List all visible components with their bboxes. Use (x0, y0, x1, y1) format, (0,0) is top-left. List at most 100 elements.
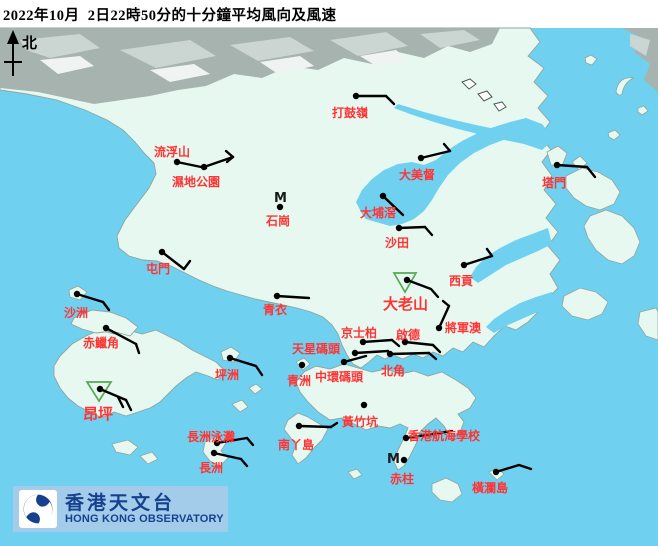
station-label: 大老山 (383, 295, 428, 313)
station-dot (417, 154, 425, 162)
hko-logo (19, 490, 57, 528)
station-label: 西貢 (449, 274, 473, 288)
station-tai-mei-tuk: 大美督 (399, 142, 452, 182)
station-dot (298, 361, 306, 369)
wind-barb (202, 155, 235, 169)
mirs-bay-islet (637, 105, 649, 116)
station-label: 青衣 (263, 302, 287, 317)
clearwater-bay-island (561, 287, 609, 321)
station-dot (386, 350, 394, 358)
station-waglan-island: 橫瀾島 (472, 463, 533, 495)
wind-barb (124, 398, 133, 412)
urban-texture (120, 40, 216, 68)
station-label: 黃竹坑 (341, 414, 378, 429)
hko-emblem-icon (23, 494, 53, 525)
wind-barb (390, 338, 401, 348)
wind-barb (419, 149, 452, 160)
station-label: 塔門 (542, 175, 566, 190)
station-kings-park: 京士柏 (341, 325, 401, 348)
wind-barb (75, 292, 105, 304)
station-dot (213, 439, 221, 447)
station-dot (226, 354, 234, 362)
wind-barb (98, 387, 128, 402)
station-sha-tin: 沙田 (385, 224, 434, 250)
wind-barb (388, 351, 431, 356)
wind-barb (228, 356, 264, 377)
station-dot (360, 401, 368, 409)
wind-barb (215, 436, 249, 445)
wind-barb (404, 429, 454, 440)
wind-barb (462, 254, 494, 267)
wind-barb (239, 457, 249, 468)
wind-barb (342, 354, 368, 364)
station-label: 天星碼頭 (292, 341, 341, 356)
station-cheung-chau-beach: 長洲泳灘 (187, 429, 255, 447)
tap-mun-island (546, 145, 568, 167)
station-stanley: M 赤柱 (387, 452, 414, 486)
m-marker: M (387, 452, 400, 467)
wind-barb (397, 225, 427, 230)
wind-barb (555, 163, 597, 179)
station-tates-cairn: 大老山 (383, 272, 440, 313)
urban-texture (330, 32, 408, 56)
po-toi-island (431, 477, 463, 503)
station-label: 屯門 (146, 261, 170, 276)
deep-bay-water (0, 94, 148, 258)
hko-name-english: HONG KONG OBSERVATORY (65, 512, 224, 525)
station-ta-kwu-ling: 打鼓嶺 (332, 92, 396, 120)
wind-barb (431, 343, 442, 354)
hei-ling-chau (231, 399, 249, 413)
wind-barb (225, 155, 235, 164)
wind-barb (427, 351, 438, 361)
wind-barb (104, 326, 138, 346)
page-title: 2022年10月 2日22時50分的十分鐘平均風向及風速 (3, 8, 337, 24)
urban-texture (230, 37, 314, 61)
station-tai-po-kau: 大埔滘 (360, 192, 405, 220)
wind-barb (405, 278, 440, 299)
station-dot (435, 324, 443, 332)
station-dot (210, 449, 218, 457)
station-label: 赤柱 (390, 471, 414, 486)
north-compass: 北 (4, 30, 37, 76)
urban-texture (420, 30, 480, 48)
station-label: 流浮山 (154, 144, 190, 159)
station-kai-tak: 啟德 (396, 327, 442, 354)
station-label: 坪洲 (215, 368, 239, 382)
wind-barb (437, 304, 451, 330)
station-label: 京士柏 (341, 325, 377, 340)
tolo-harbour-water (356, 118, 549, 226)
wind-barb (423, 225, 434, 237)
station-label: 將軍澳 (445, 320, 482, 335)
sai-kung-east-island (565, 167, 621, 211)
station-chek-lap-kok: 赤鱲角 (83, 324, 141, 355)
station-sha-chau: 沙洲 (64, 290, 111, 320)
port-shelter-water (470, 228, 552, 283)
m-marker: M (274, 191, 287, 206)
wind-barb (182, 259, 192, 271)
station-hk-sea-school: 香港航海學校 (402, 428, 481, 443)
wind-barb (442, 142, 452, 153)
station-dot (295, 422, 303, 430)
station-label: 長洲泳灘 (187, 429, 235, 444)
kau-yi-chau (248, 383, 263, 395)
station-dot (73, 290, 81, 298)
station-dot (395, 224, 403, 232)
wind-barb (224, 149, 235, 159)
station-label: 沙洲 (64, 306, 88, 320)
east-edge-land (637, 307, 658, 341)
station-lau-fau-shan: 流浮山 (154, 144, 208, 170)
station-label: 大美督 (399, 167, 435, 182)
wind-barb (245, 436, 255, 447)
station-label: 中環碼頭 (315, 369, 364, 384)
station-dot (173, 158, 181, 166)
starling-islet (461, 78, 477, 90)
station-tuen-mun: 屯門 (146, 248, 192, 276)
station-dot (276, 203, 284, 211)
urban-texture (40, 56, 94, 74)
station-tap-mun: 塔門 (542, 161, 597, 190)
hebe-haven-water (486, 292, 554, 333)
station-label: 濕地公園 (172, 174, 220, 189)
station-dot (403, 276, 411, 284)
